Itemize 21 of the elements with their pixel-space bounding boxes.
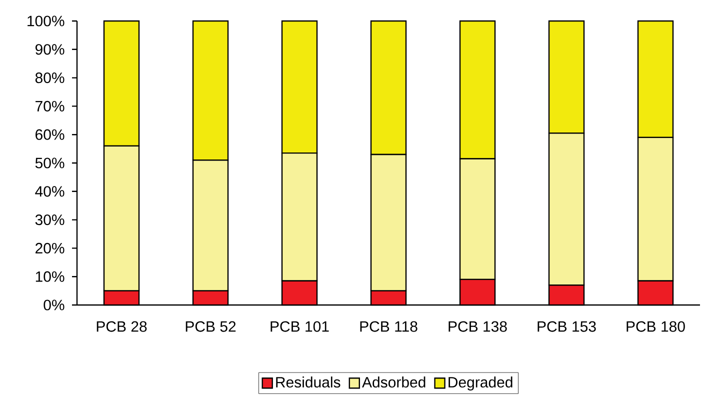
- x-tick-label: PCB 118: [360, 321, 418, 332]
- y-tick-label: 0%: [44, 300, 64, 310]
- y-tick-label: 20%: [36, 242, 64, 254]
- x-tick-label: PCB 153: [538, 321, 596, 332]
- x-tick-label: PCB 180: [626, 321, 685, 332]
- legend-label: Degraded: [448, 376, 512, 391]
- y-tick-label: 80%: [35, 72, 64, 84]
- y-tick-label: 60%: [36, 129, 64, 140]
- y-tick-label: 40%: [35, 186, 64, 197]
- y-tick-label: 30%: [35, 214, 64, 226]
- legend-label: Residuals: [276, 376, 340, 388]
- y-tick-label: 50%: [35, 158, 64, 168]
- y-tick-label: 70%: [36, 100, 64, 112]
- y-tick-label: 100%: [28, 16, 64, 26]
- x-tick-label: PCB 28: [96, 321, 147, 332]
- x-tick-label: PCB 138: [448, 321, 507, 332]
- x-tick-label: PCB 101: [270, 321, 329, 332]
- legend-label: Adsorbed: [362, 376, 426, 388]
- y-tick-label: 10%: [36, 271, 64, 282]
- y-tick-label: 90%: [35, 44, 64, 55]
- x-tick-label: PCB 52: [186, 321, 236, 332]
